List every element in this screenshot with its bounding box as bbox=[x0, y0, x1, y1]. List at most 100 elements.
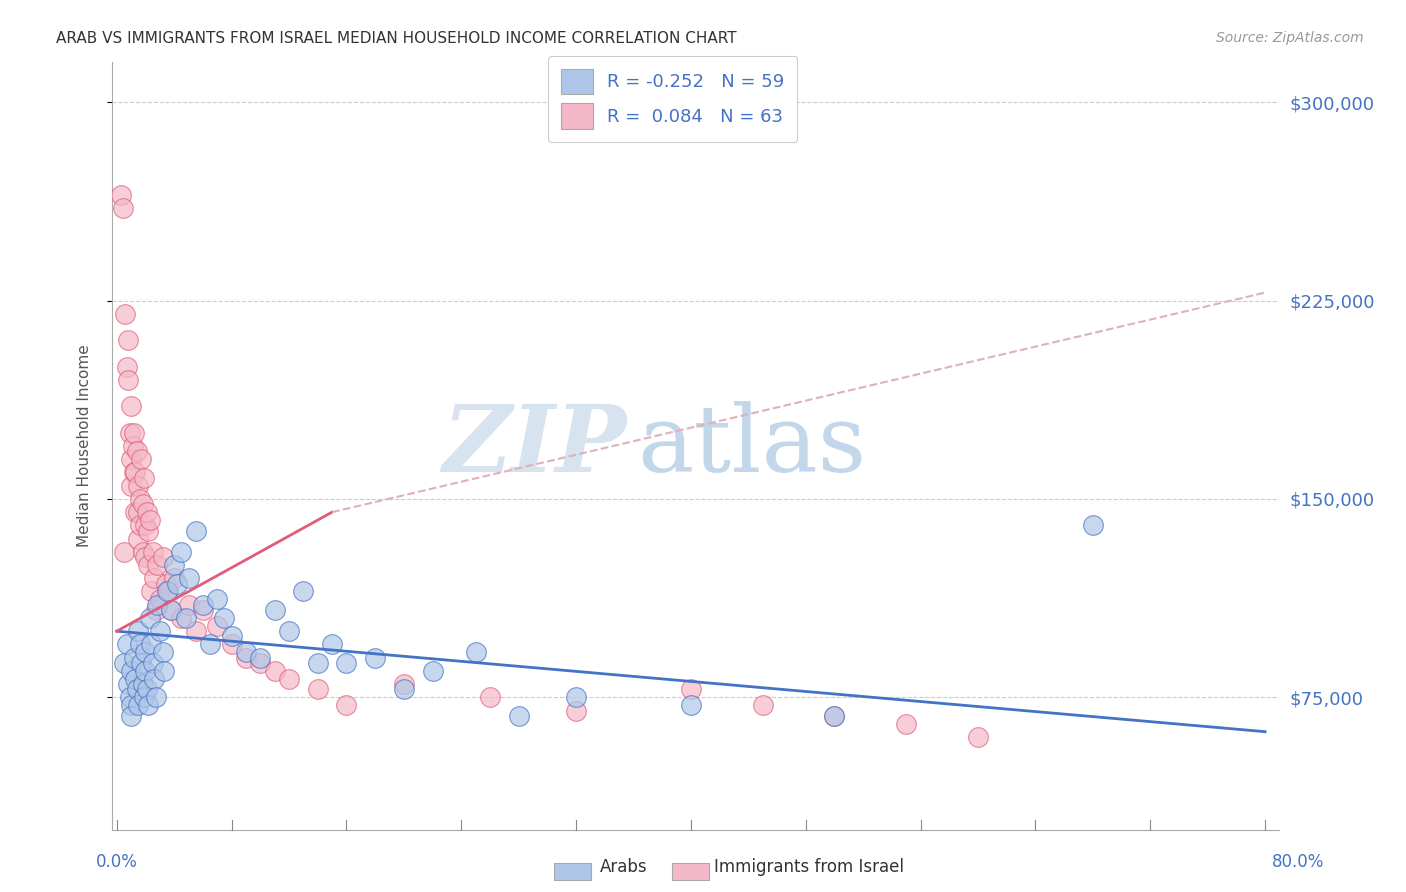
Point bbox=[134, 518, 156, 533]
Point bbox=[307, 656, 329, 670]
Point bbox=[143, 672, 166, 686]
Point bbox=[177, 598, 200, 612]
Point bbox=[157, 584, 180, 599]
Point bbox=[1081, 518, 1104, 533]
Point bbox=[464, 645, 486, 659]
Point bbox=[321, 637, 343, 651]
Point bbox=[166, 576, 188, 591]
Point bbox=[170, 545, 193, 559]
Text: Immigrants from Israel: Immigrants from Israel bbox=[714, 858, 904, 876]
Point bbox=[751, 698, 773, 713]
Point bbox=[118, 425, 141, 440]
Point bbox=[134, 645, 156, 659]
Point bbox=[124, 672, 146, 686]
Point bbox=[128, 518, 150, 533]
Point bbox=[292, 584, 315, 599]
Point bbox=[565, 704, 588, 718]
Point bbox=[125, 682, 148, 697]
Point bbox=[160, 603, 183, 617]
Point bbox=[131, 497, 153, 511]
Point bbox=[117, 333, 139, 347]
Text: Source: ZipAtlas.com: Source: ZipAtlas.com bbox=[1216, 31, 1364, 45]
Point bbox=[235, 645, 257, 659]
Text: ARAB VS IMMIGRANTS FROM ISRAEL MEDIAN HOUSEHOLD INCOME CORRELATION CHART: ARAB VS IMMIGRANTS FROM ISRAEL MEDIAN HO… bbox=[56, 31, 737, 46]
Point bbox=[235, 650, 257, 665]
Point bbox=[128, 637, 150, 651]
Text: atlas: atlas bbox=[638, 401, 868, 491]
Point bbox=[191, 598, 214, 612]
Point bbox=[138, 698, 160, 713]
Point bbox=[127, 532, 149, 546]
Point bbox=[120, 478, 142, 492]
Point bbox=[207, 592, 229, 607]
Point bbox=[184, 524, 207, 538]
Point bbox=[967, 730, 990, 744]
Point bbox=[127, 505, 149, 519]
Text: Arabs: Arabs bbox=[600, 858, 648, 876]
Point bbox=[136, 682, 159, 697]
Point bbox=[249, 656, 271, 670]
Point bbox=[111, 201, 134, 215]
Point bbox=[141, 584, 163, 599]
Point bbox=[142, 656, 165, 670]
Point bbox=[152, 645, 174, 659]
Point bbox=[307, 682, 329, 697]
Point bbox=[198, 637, 221, 651]
Point bbox=[132, 471, 155, 485]
Point bbox=[156, 584, 179, 599]
Point bbox=[146, 598, 169, 612]
Point bbox=[134, 550, 156, 565]
Point bbox=[392, 682, 415, 697]
Point bbox=[120, 400, 142, 414]
Point bbox=[149, 624, 172, 639]
Point bbox=[221, 637, 243, 651]
Point bbox=[145, 603, 167, 617]
Point bbox=[170, 611, 193, 625]
Point bbox=[121, 439, 143, 453]
Point bbox=[177, 571, 200, 585]
Text: 80.0%: 80.0% bbox=[1272, 853, 1324, 871]
Text: 0.0%: 0.0% bbox=[96, 853, 138, 871]
Point bbox=[142, 545, 165, 559]
Point bbox=[163, 558, 186, 572]
Point bbox=[132, 690, 155, 705]
Point bbox=[139, 611, 162, 625]
Point bbox=[145, 690, 167, 705]
Point bbox=[191, 603, 214, 617]
Point bbox=[118, 690, 141, 705]
Point bbox=[131, 545, 153, 559]
Point bbox=[896, 716, 918, 731]
Point bbox=[679, 682, 702, 697]
Point bbox=[824, 708, 846, 723]
Point bbox=[138, 524, 160, 538]
Point bbox=[127, 698, 149, 713]
Point bbox=[263, 664, 285, 678]
Text: ZIP: ZIP bbox=[441, 401, 626, 491]
Point bbox=[134, 664, 156, 678]
Point bbox=[824, 708, 846, 723]
Point bbox=[122, 425, 145, 440]
Point bbox=[478, 690, 501, 705]
Point bbox=[335, 656, 357, 670]
Point bbox=[155, 576, 177, 591]
Point bbox=[131, 677, 153, 691]
Point bbox=[110, 187, 132, 202]
Point bbox=[124, 505, 146, 519]
Point bbox=[124, 466, 146, 480]
Point bbox=[149, 592, 172, 607]
Point bbox=[128, 491, 150, 506]
Point bbox=[160, 603, 183, 617]
Point bbox=[392, 677, 415, 691]
Point bbox=[129, 656, 152, 670]
Point bbox=[163, 571, 186, 585]
Point bbox=[679, 698, 702, 713]
Legend: R = -0.252   N = 59, R =  0.084   N = 63: R = -0.252 N = 59, R = 0.084 N = 63 bbox=[548, 56, 797, 142]
Point bbox=[335, 698, 357, 713]
Point bbox=[278, 624, 301, 639]
Point bbox=[127, 624, 149, 639]
Y-axis label: Median Household Income: Median Household Income bbox=[77, 344, 91, 548]
Point bbox=[138, 558, 160, 572]
Point bbox=[112, 656, 135, 670]
Point bbox=[152, 550, 174, 565]
Point bbox=[146, 558, 169, 572]
